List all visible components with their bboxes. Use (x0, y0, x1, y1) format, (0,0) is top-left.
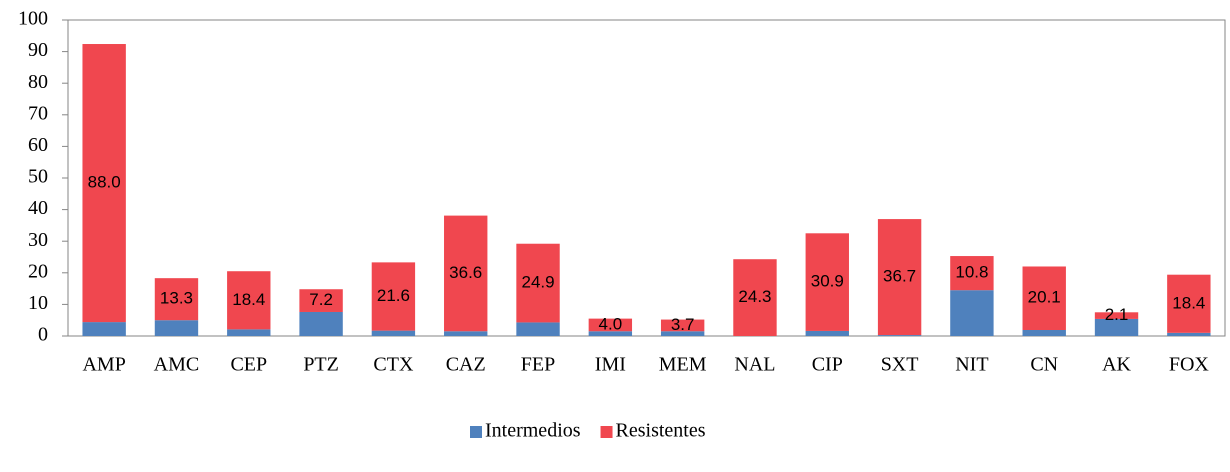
data-label: 3.7 (671, 315, 695, 334)
y-tick-label: 0 (38, 324, 48, 346)
bar-segment (660, 319, 705, 332)
y-tick-label: 10 (28, 292, 48, 314)
data-label: 36.7 (883, 267, 916, 286)
legend-label: Intermedios (485, 420, 581, 442)
bar-segment (516, 243, 560, 323)
data-label: 7.2 (309, 290, 333, 309)
data-label: 24.3 (738, 287, 771, 306)
x-tick-label: NAL (734, 354, 775, 376)
x-tick-label: CAZ (446, 354, 486, 376)
bar-segment (877, 219, 922, 336)
x-tick-label: MEM (659, 354, 707, 376)
x-tick-label: AMC (154, 354, 200, 376)
bar-segment (299, 289, 343, 312)
data-label: 24.9 (521, 273, 554, 292)
bar-segment (1167, 332, 1211, 336)
x-tick-label: PTZ (303, 354, 339, 376)
bar-segment (805, 330, 849, 336)
bar-segment (1094, 312, 1139, 319)
bar-segment (299, 311, 343, 336)
x-tick-label: CN (1030, 354, 1058, 376)
data-label: 2.1 (1105, 305, 1129, 324)
x-tick-label: NIT (955, 354, 988, 376)
x-tick-label: CTX (373, 354, 414, 376)
y-tick-label: 60 (28, 134, 48, 156)
data-label: 88.0 (88, 173, 121, 192)
y-tick-label: 50 (28, 166, 48, 188)
bar-segment (227, 271, 271, 330)
bar-segment (950, 256, 994, 291)
x-tick-label: SXT (881, 354, 919, 376)
x-tick-label: FEP (521, 354, 555, 376)
bar-segment (950, 290, 994, 336)
data-label: 20.1 (1028, 288, 1061, 307)
bar-segment (82, 44, 126, 323)
data-label: 18.4 (232, 290, 265, 309)
bar-segment (154, 278, 199, 321)
bar-segment (154, 320, 199, 336)
bar-segment (1022, 266, 1066, 330)
bar-segment (877, 335, 922, 336)
y-tick-label: 80 (28, 71, 48, 93)
data-label: 21.6 (377, 286, 410, 305)
bar-segment (805, 233, 849, 331)
data-label: 30.9 (811, 272, 844, 291)
bar-segment (1022, 329, 1066, 336)
x-tick-label: IMI (595, 354, 626, 376)
x-tick-label: CIP (812, 354, 843, 376)
bar-segment (227, 329, 271, 336)
x-tick-label: CEP (230, 354, 267, 376)
data-label: 13.3 (160, 289, 193, 308)
bar-segment (516, 322, 560, 336)
data-label: 36.6 (449, 263, 482, 282)
x-tick-label: FOX (1169, 354, 1210, 376)
bar-segment (588, 331, 633, 336)
bar-segment (660, 331, 705, 336)
y-tick-label: 70 (28, 102, 48, 124)
bar-segment (588, 318, 633, 332)
y-tick-label: 90 (28, 39, 48, 61)
y-tick-label: 20 (28, 260, 48, 282)
y-tick-label: 100 (18, 8, 48, 30)
bar-segment (1167, 274, 1211, 333)
legend-swatch (600, 426, 613, 438)
bar-segment (733, 259, 777, 336)
bar-segment (444, 215, 488, 332)
data-label: 4.0 (599, 314, 623, 333)
bar-segment (371, 330, 416, 336)
bar-segment (444, 331, 488, 336)
x-tick-label: AK (1102, 354, 1131, 376)
bar-segment (1094, 318, 1139, 336)
legend-swatch (470, 426, 482, 438)
data-label: 10.8 (955, 263, 988, 282)
legend-label: Resistentes (616, 420, 706, 442)
bar-segment (82, 322, 126, 336)
y-tick-label: 30 (28, 229, 48, 251)
x-tick-label: AMP (82, 354, 125, 376)
y-tick-label: 40 (28, 197, 48, 219)
data-label: 18.4 (1172, 293, 1205, 312)
bar-segment (371, 262, 416, 331)
